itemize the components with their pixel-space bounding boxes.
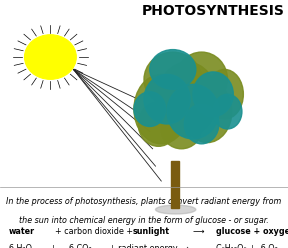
Ellipse shape: [167, 84, 219, 139]
Ellipse shape: [213, 94, 242, 129]
Text: + radiant energy⟶: + radiant energy⟶: [109, 244, 190, 248]
Text: C₆H₁₂O₆ +  6 O₂: C₆H₁₂O₆ + 6 O₂: [216, 244, 278, 248]
Text: + carbon dioxide +: + carbon dioxide +: [55, 227, 133, 236]
Ellipse shape: [138, 102, 179, 146]
Ellipse shape: [161, 109, 202, 149]
Text: the sun into chemical energy in the form of glucose - or sugar.: the sun into chemical energy in the form…: [19, 216, 269, 225]
Ellipse shape: [176, 52, 228, 107]
Ellipse shape: [144, 74, 190, 124]
Ellipse shape: [156, 205, 196, 214]
Ellipse shape: [157, 62, 217, 136]
Text: glucose + oxygen: glucose + oxygen: [216, 227, 288, 236]
Text: +: +: [49, 244, 56, 248]
Circle shape: [24, 35, 76, 79]
Text: ⟶: ⟶: [193, 227, 204, 236]
Text: PHOTOSYNTHESIS: PHOTOSYNTHESIS: [142, 4, 285, 18]
Ellipse shape: [144, 52, 202, 107]
Text: 6 CO₂: 6 CO₂: [69, 244, 92, 248]
Text: 6 H₂O: 6 H₂O: [9, 244, 32, 248]
Bar: [171, 161, 179, 208]
Text: In the process of photosynthesis, plants convert radiant energy from: In the process of photosynthesis, plants…: [6, 197, 282, 206]
Ellipse shape: [184, 104, 219, 144]
Ellipse shape: [134, 92, 166, 126]
Ellipse shape: [193, 72, 233, 117]
Ellipse shape: [183, 81, 232, 143]
Ellipse shape: [150, 50, 196, 89]
Text: sunlight: sunlight: [132, 227, 169, 236]
Ellipse shape: [134, 74, 189, 144]
Ellipse shape: [206, 69, 243, 119]
Text: water: water: [9, 227, 35, 236]
